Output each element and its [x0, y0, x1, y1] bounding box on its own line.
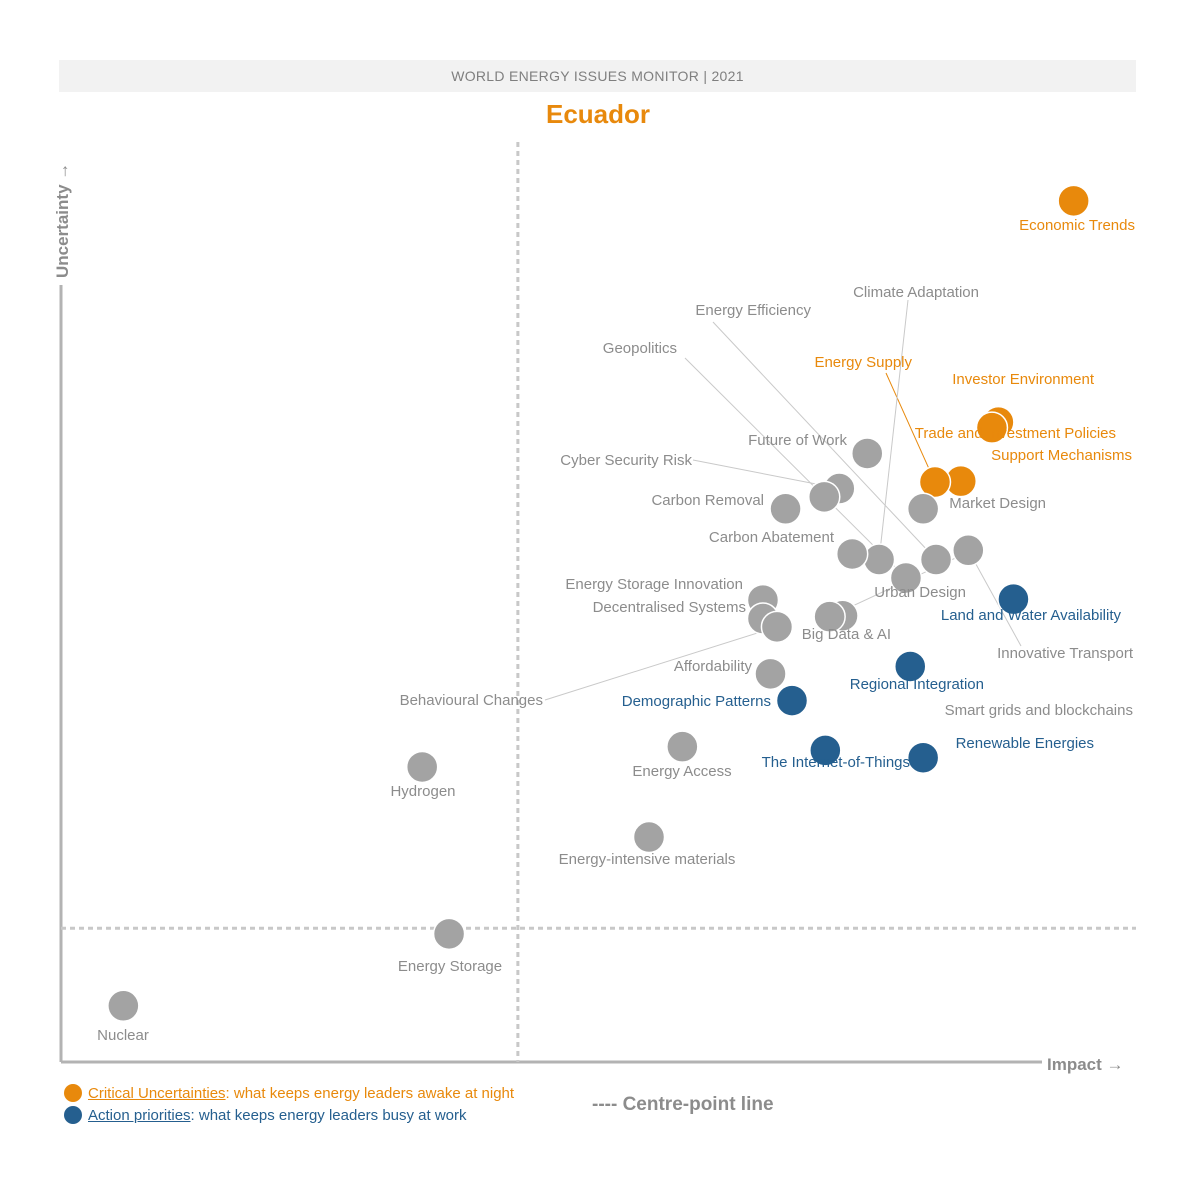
label-land-and-water-availability: Land and Water Availability: [941, 607, 1122, 624]
point-energy-storage: [432, 917, 466, 951]
legend: Critical Uncertainties : what keeps ener…: [64, 1082, 514, 1126]
label-renewable-energies: Renewable Energies: [956, 735, 1094, 752]
label-energy-storage: Energy Storage: [398, 958, 502, 975]
point-urban-design: [835, 537, 869, 571]
leader-line-behavioural-changes: [544, 626, 778, 701]
point-behavioural-changes: [760, 610, 794, 644]
legend-action: Action priorities : what keeps energy le…: [64, 1104, 514, 1126]
leader-line-climate-adaptation: [878, 299, 909, 560]
label-energy-supply: Energy Supply: [814, 354, 912, 371]
legend-critical-term: Critical Uncertainties: [88, 1084, 226, 1102]
point-energy-access: [666, 730, 699, 763]
point-future-of-work: [851, 437, 884, 470]
point-climate-adaptation: [862, 543, 896, 576]
point-renewable-energies: [906, 741, 940, 774]
point-regional-integration: [894, 650, 927, 683]
point-nuclear: [107, 989, 140, 1023]
country-title: Ecuador: [545, 99, 651, 129]
label-energy-storage-innovation: Energy Storage Innovation: [565, 576, 743, 593]
label-energy-efficiency: Energy Efficiency: [695, 302, 811, 319]
label-decentralised-systems: Decentralised Systems: [593, 599, 746, 616]
leader-line-geopolitics: [684, 357, 907, 579]
point-hydrogen: [405, 750, 439, 784]
label-investor-environment: Investor Environment: [952, 371, 1095, 388]
label-affordability: Affordability: [674, 658, 753, 675]
legend-critical-desc: : what keeps energy leaders awake at nig…: [225, 1084, 515, 1102]
point-affordability: [754, 657, 787, 691]
point-market-design: [906, 492, 940, 526]
legend-action-term: Action priorities: [88, 1106, 191, 1124]
label-demographic-patterns: Demographic Patterns: [622, 693, 771, 710]
label-support-mechanisms: Support Mechanisms: [991, 447, 1132, 464]
point-economic-trends: [1057, 184, 1090, 218]
action-dot-icon: [64, 1106, 82, 1124]
point-energy-efficiency: [919, 543, 953, 576]
critical-dot-icon: [64, 1084, 82, 1102]
label-regional-integration: Regional Integration: [850, 676, 984, 693]
leader-line-innovative-transport: [967, 550, 1022, 647]
leader-line-energy-supply: [885, 372, 936, 483]
label-climate-adaptation: Climate Adaptation: [853, 284, 979, 301]
point-carbon-removal: [808, 480, 841, 514]
label-smart-grids-and-blockchains: Smart grids and blockchains: [945, 702, 1133, 719]
label-trade-and-investment-policies: Trade and Investment Policies: [915, 425, 1116, 442]
point-demographic-patterns: [775, 684, 809, 717]
point-smart-grids-and-blockchains: [813, 600, 846, 633]
label-innovative-transport: Innovative Transport: [997, 645, 1134, 662]
label-behavioural-changes: Behavioural Changes: [400, 692, 543, 709]
label-big-data-ai: Big Data & AI: [802, 626, 891, 643]
label-carbon-removal: Carbon Removal: [651, 492, 764, 509]
label-the-internet-of-things: The Internet-of-Things: [762, 754, 910, 771]
label-urban-design: Urban Design: [874, 584, 966, 601]
point-carbon-abatement: [769, 492, 802, 526]
point-energy-supply: [918, 465, 952, 499]
x-axis-title: Impact →: [1047, 1055, 1124, 1074]
point-energy-intensive-materials: [632, 820, 666, 854]
label-energy-access: Energy Access: [632, 763, 731, 780]
label-future-of-work: Future of Work: [748, 432, 847, 449]
label-geopolitics: Geopolitics: [603, 340, 677, 357]
point-trade-and-investment-policies: [975, 411, 1009, 444]
label-nuclear: Nuclear: [97, 1027, 149, 1044]
point-land-and-water-availability: [997, 582, 1030, 616]
label-cyber-security-risk: Cyber Security Risk: [560, 452, 692, 469]
label-energy-intensive-materials: Energy-intensive materials: [559, 851, 736, 868]
leader-line-energy-efficiency: [712, 321, 937, 560]
y-axis-title: Uncertainty →: [53, 163, 72, 278]
report-banner: WORLD ENERGY ISSUES MONITOR | 2021: [59, 60, 1136, 92]
label-economic-trends: Economic Trends: [1019, 217, 1135, 234]
point-the-internet-of-things: [809, 734, 842, 767]
label-carbon-abatement: Carbon Abatement: [709, 529, 835, 546]
label-hydrogen: Hydrogen: [390, 783, 455, 800]
label-market-design: Market Design: [949, 495, 1046, 512]
legend-critical: Critical Uncertainties : what keeps ener…: [64, 1082, 514, 1104]
point-innovative-transport: [952, 534, 985, 567]
point-geopolitics: [889, 561, 923, 595]
legend-centre-line: ---- Centre-point line: [592, 1094, 774, 1115]
legend-action-desc: : what keeps energy leaders busy at work: [190, 1106, 467, 1124]
